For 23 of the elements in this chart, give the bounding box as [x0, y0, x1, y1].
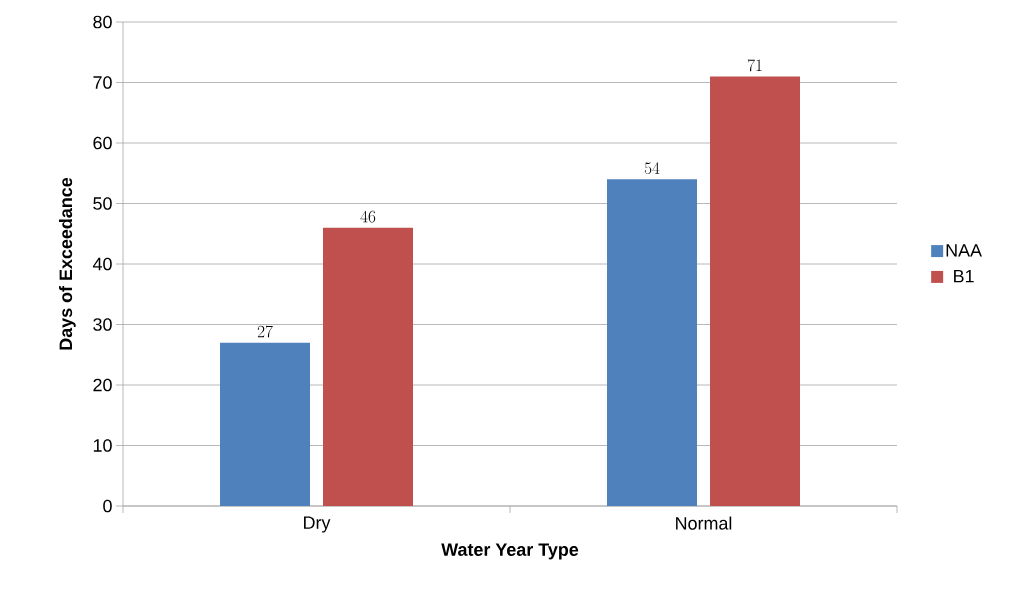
data-label: 46	[360, 210, 376, 223]
bar	[607, 179, 698, 506]
y-tick-label: 30	[93, 318, 112, 331]
y-tick-label: 40	[92, 257, 112, 271]
x-axis-title: Water Year Type	[441, 543, 579, 560]
y-tick-label: 50	[93, 197, 112, 210]
y-axis-title: Days of Exceedance	[58, 177, 76, 350]
y-tick-label: 10	[93, 439, 112, 452]
y-tick-label: 0	[103, 499, 112, 513]
bar	[220, 342, 310, 506]
data-label: 54	[644, 162, 660, 175]
y-tick-label: 20	[93, 378, 112, 392]
bar	[710, 76, 801, 506]
y-tick-label: 70	[93, 76, 112, 89]
x-tick-label: Dry	[304, 516, 331, 533]
legend-label: B1	[954, 269, 974, 283]
y-tick-label: 80	[93, 15, 112, 29]
data-label: 27	[257, 325, 273, 338]
y-tick-label: 60	[93, 136, 112, 150]
x-tick-label: Normal	[676, 516, 732, 530]
legend-label: NAA	[946, 244, 982, 257]
bar	[323, 227, 413, 506]
data-label: 71	[747, 59, 762, 72]
